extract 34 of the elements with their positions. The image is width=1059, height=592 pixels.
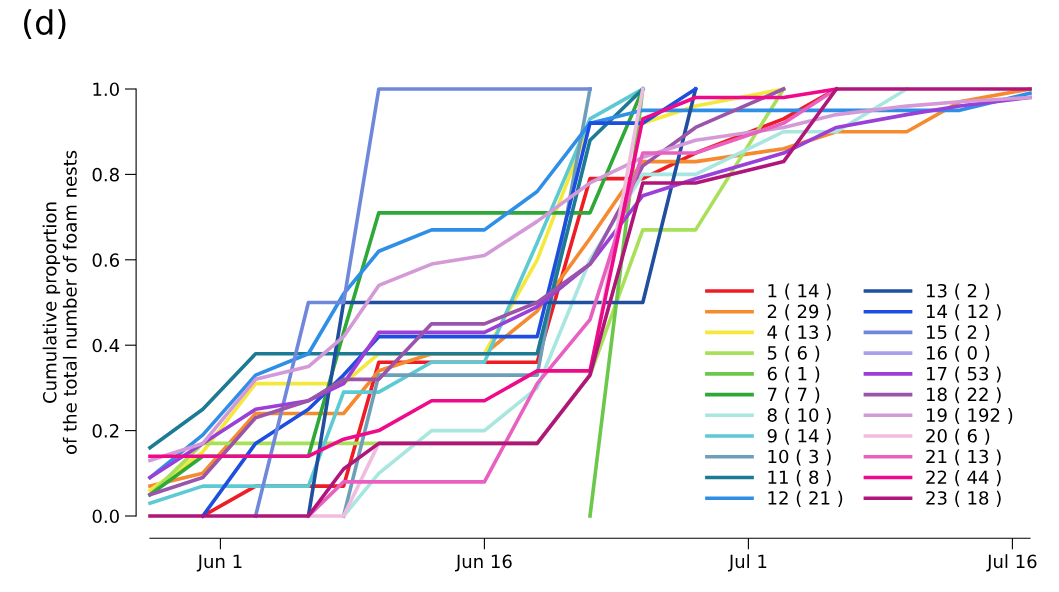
y-axis-title: Cumulative proportion of the total number of foam nests — [42, 150, 77, 455]
legend-label: 14 ( 12 ) — [926, 304, 1001, 321]
chart-title: (d) — [24, 9, 66, 39]
legend-label: 8 ( 10 ) — [767, 407, 831, 425]
legend-label: 17 ( 53 ) — [926, 366, 1001, 383]
legend-label: 13 ( 2 ) — [926, 283, 990, 300]
y-tick-label: 0.0 — [92, 509, 119, 524]
legend-label: 9 ( 14 ) — [767, 428, 831, 445]
legend-label: 15 ( 2 ) — [926, 325, 990, 342]
legend-label: 5 ( 6 ) — [767, 345, 820, 362]
x-tick-label: Jun 16 — [455, 554, 512, 572]
legend-label: 19 ( 192 ) — [926, 407, 1013, 425]
legend-label: 16 ( 0 ) — [926, 345, 990, 362]
legend-label: 1 ( 14 ) — [768, 283, 831, 300]
x-tick-label: Jun 1 — [196, 554, 242, 572]
legend-label: 2 ( 29 ) — [767, 304, 831, 321]
y-tick-label: 0.8 — [92, 167, 119, 182]
legend-label: 7 ( 7 ) — [767, 387, 820, 404]
legend-label: 23 ( 18 ) — [926, 490, 1001, 507]
y-tick-label: 0.4 — [92, 338, 120, 353]
y-tick-label: 1.0 — [93, 82, 119, 97]
legend-label: 6 ( 1 ) — [767, 366, 820, 383]
legend-label: 4 ( 13 ) — [767, 325, 831, 342]
legend-label: 20 ( 6 ) — [926, 428, 990, 445]
legend-label: 21 ( 13 ) — [926, 449, 1001, 466]
legend-label: 11 ( 8 ) — [768, 470, 831, 487]
legend-label: 18 ( 22 ) — [926, 387, 1001, 404]
legend-label: 10 ( 3 ) — [768, 449, 831, 466]
x-tick-label: Jul 16 — [986, 554, 1037, 572]
legend-label: 12 ( 21 ) — [768, 490, 843, 507]
x-tick-label: Jul 1 — [727, 554, 767, 572]
y-tick-label: 0.6 — [92, 253, 119, 267]
legend-label: 22 ( 44 ) — [926, 470, 1001, 487]
y-tick-label: 0.2 — [92, 424, 119, 438]
